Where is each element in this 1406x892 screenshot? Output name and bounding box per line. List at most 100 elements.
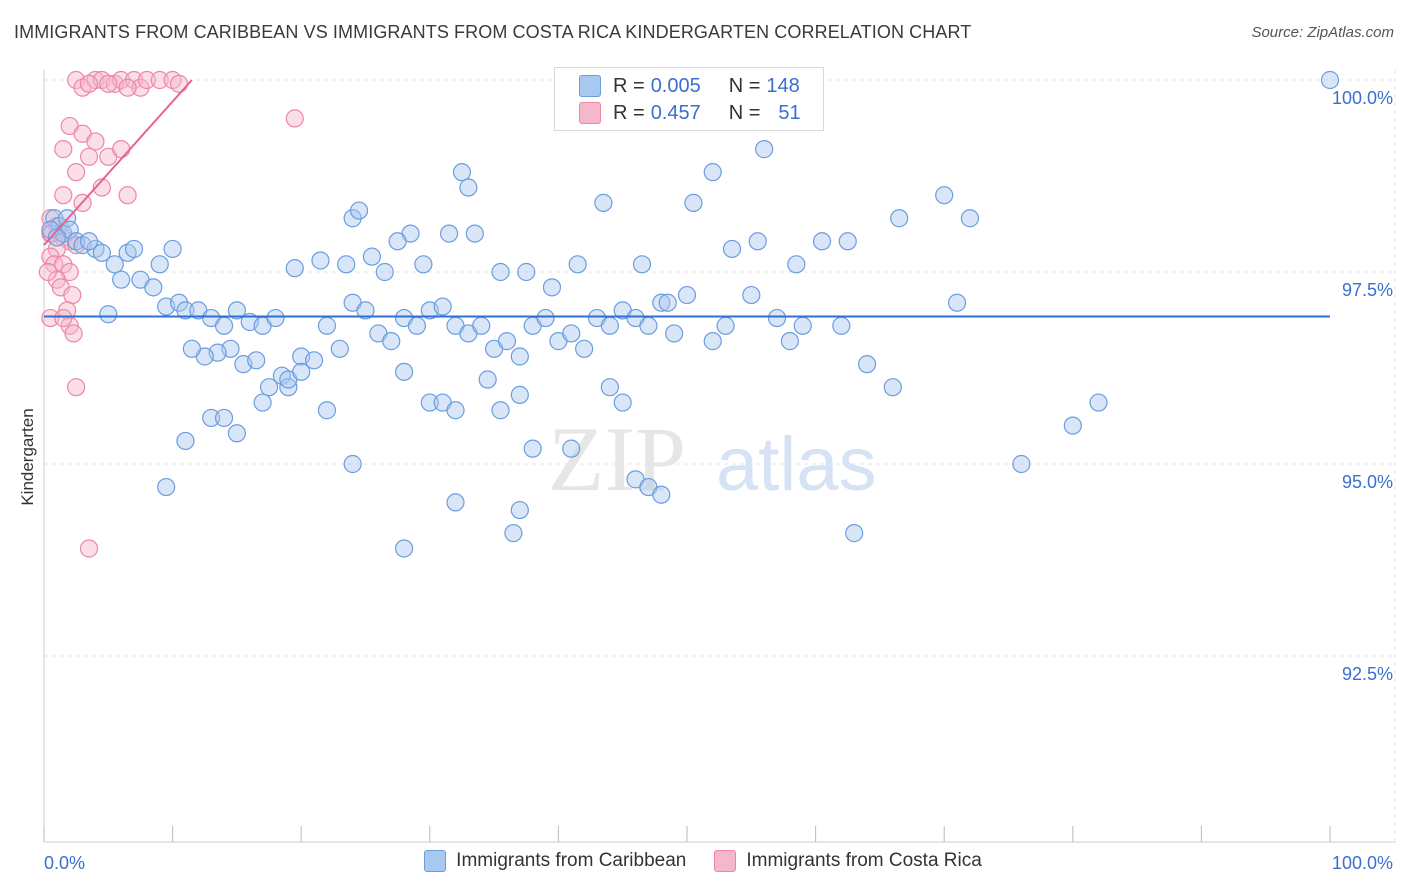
point-costa-rica (41, 308, 60, 328)
point-caribbean (703, 332, 722, 351)
point-caribbean (433, 297, 452, 316)
series-caribbean (41, 70, 1340, 558)
point-costa-rica (112, 140, 131, 159)
point-caribbean (665, 324, 684, 343)
point-costa-rica (64, 324, 83, 343)
point-costa-rica (137, 70, 156, 90)
watermark: ZIP atlas (548, 408, 877, 510)
n-value: 51 (778, 101, 801, 124)
point-caribbean (227, 301, 246, 320)
point-caribbean (722, 239, 742, 259)
series-legend: Immigrants from Caribbean Immigrants fro… (0, 850, 1406, 872)
point-caribbean (330, 339, 349, 358)
point-caribbean (459, 178, 478, 197)
point-caribbean (414, 255, 433, 274)
point-caribbean (317, 401, 337, 420)
point-caribbean (491, 401, 510, 420)
point-caribbean (600, 378, 619, 397)
trend-line-costa-rica (43, 79, 193, 246)
point-caribbean (446, 401, 465, 420)
point-caribbean (407, 316, 427, 335)
point-caribbean (311, 251, 330, 270)
point-caribbean (523, 439, 542, 458)
point-caribbean (510, 347, 529, 366)
legend-item-caribbean[interactable]: Immigrants from Caribbean (424, 850, 686, 872)
point-caribbean (439, 224, 459, 243)
point-caribbean (935, 186, 954, 205)
stats-legend-row-caribbean: R = 0.005 N = 148 (579, 73, 800, 99)
point-caribbean (176, 301, 195, 320)
stats-legend: R = 0.005 N = 148 R = 0.457 N = 51 (554, 67, 824, 131)
point-caribbean (594, 193, 613, 212)
point-caribbean (182, 339, 201, 358)
point-caribbean (478, 370, 497, 389)
point-caribbean (652, 293, 671, 312)
point-costa-rica (38, 262, 57, 282)
y-tick-label: 95.0% (1342, 472, 1393, 492)
point-caribbean (542, 278, 562, 297)
legend-item-costa-rica[interactable]: Immigrants from Costa Rica (714, 850, 982, 872)
point-costa-rica (285, 109, 304, 128)
point-costa-rica (118, 78, 137, 97)
point-caribbean (600, 316, 619, 335)
n-label: N = (728, 74, 761, 97)
point-caribbean (92, 243, 111, 262)
source-label: Source: ZipAtlas.com (1251, 24, 1394, 41)
tick-labels: 92.5% 95.0% 97.5% 100.0% 0.0% 100.0% (44, 88, 1393, 873)
point-caribbean (343, 454, 362, 474)
point-caribbean (947, 293, 967, 312)
point-caribbean (491, 262, 510, 282)
point-caribbean (504, 524, 523, 543)
point-caribbean (304, 351, 324, 370)
r-label: R = (613, 101, 645, 124)
chart-title: IMMIGRANTS FROM CARIBBEAN VS IMMIGRANTS … (14, 22, 972, 42)
point-caribbean (388, 232, 407, 251)
point-caribbean (684, 193, 703, 212)
point-caribbean (124, 239, 144, 259)
y-tick-label: 97.5% (1342, 280, 1393, 300)
point-caribbean (157, 477, 176, 497)
point-caribbean (279, 378, 298, 397)
n-value: 148 (766, 74, 800, 97)
point-caribbean (105, 255, 124, 274)
point-caribbean (755, 140, 774, 159)
r-value: 0.005 (650, 74, 701, 97)
point-caribbean (838, 232, 857, 251)
y-tick-label: 100.0% (1332, 88, 1393, 108)
point-caribbean (112, 270, 131, 289)
point-caribbean (510, 385, 529, 404)
point-caribbean (227, 424, 246, 443)
watermark-zip: ZIP (548, 408, 686, 510)
point-caribbean (362, 247, 382, 266)
point-costa-rica (169, 74, 189, 93)
point-costa-rica (54, 308, 73, 328)
legend-label-costa-rica: Immigrants from Costa Rica (746, 850, 982, 871)
point-costa-rica (118, 186, 137, 205)
point-caribbean (163, 239, 182, 259)
point-caribbean (150, 255, 169, 274)
point-caribbean (639, 316, 658, 335)
point-costa-rica (54, 186, 73, 205)
point-costa-rica (86, 132, 105, 151)
point-caribbean (890, 209, 909, 228)
legend-swatch-caribbean (424, 850, 447, 872)
point-costa-rica (54, 140, 73, 159)
point-caribbean (285, 259, 304, 278)
point-caribbean (420, 393, 439, 412)
r-label: R = (613, 74, 645, 97)
point-caribbean (99, 305, 118, 324)
point-caribbean (748, 232, 767, 251)
point-caribbean (1089, 393, 1108, 412)
point-caribbean (202, 408, 221, 428)
legend-swatch-costa-rica (714, 850, 737, 872)
point-caribbean (465, 224, 484, 243)
legend-label-caribbean: Immigrants from Caribbean (456, 850, 687, 871)
point-caribbean (375, 262, 394, 282)
point-costa-rica (63, 285, 82, 305)
point-caribbean (536, 308, 555, 328)
point-caribbean (349, 201, 369, 220)
point-caribbean (568, 255, 587, 274)
point-caribbean (382, 332, 401, 351)
point-caribbean (394, 362, 414, 381)
